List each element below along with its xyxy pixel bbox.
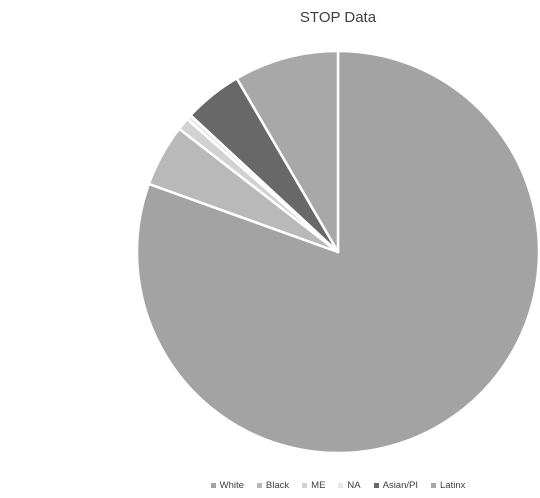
legend-label: White xyxy=(219,480,244,491)
legend-swatch xyxy=(431,483,436,488)
legend-swatch xyxy=(338,483,344,488)
chart-legend: White Black ME NA Asian/PI Latinx xyxy=(0,480,540,491)
legend-item-black: Black xyxy=(256,480,290,491)
legend-swatch xyxy=(210,483,216,488)
legend-item-asian-pi: Asian/PI xyxy=(373,480,418,491)
legend-label: Black xyxy=(265,480,290,491)
legend-swatch xyxy=(302,483,308,488)
legend-item-latinx: Latinx xyxy=(431,480,465,491)
legend-label: Latinx xyxy=(440,480,466,491)
legend-item-white: White xyxy=(210,480,244,491)
legend-item-me: ME xyxy=(302,480,325,491)
chart-title: STOP Data xyxy=(299,9,377,26)
legend-item-na: NA xyxy=(338,480,361,491)
legend-label: Asian/PI xyxy=(382,480,418,491)
pie-chart xyxy=(135,49,540,455)
legend-label: ME xyxy=(311,480,326,491)
pie-slice-latinx xyxy=(235,49,340,254)
legend-swatch xyxy=(256,483,262,488)
legend-swatch xyxy=(373,483,379,488)
legend-label: NA xyxy=(347,480,361,491)
